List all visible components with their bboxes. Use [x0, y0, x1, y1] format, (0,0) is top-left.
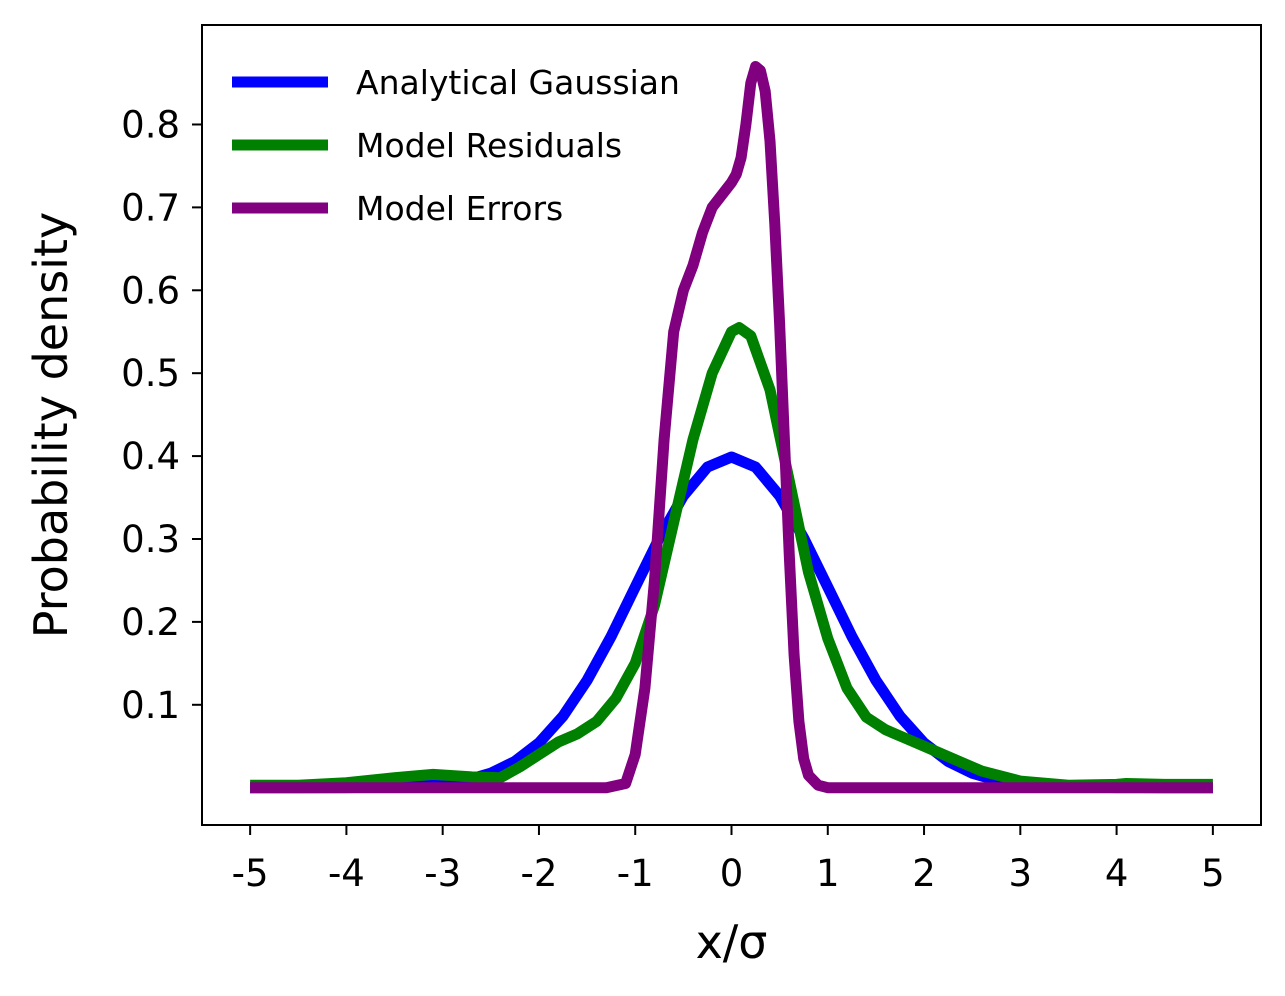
series-line-3: [250, 61, 1213, 794]
y-tick-label: 0.3: [121, 518, 180, 561]
legend: Analytical Gaussian Model Residuals Model …: [232, 63, 680, 228]
y-tick-label: 0.8: [121, 103, 180, 146]
x-tick-label: -3: [424, 852, 461, 895]
x-tick-label: 5: [1201, 852, 1225, 895]
series-layer: [250, 61, 1213, 794]
series-line-2: [250, 322, 1213, 791]
legend-label-1: Analytical Gaussian: [356, 63, 680, 102]
y-axis: 0.1 0.2 0.3 0.4 0.5 0.6 0.7 0.8: [121, 103, 202, 727]
x-tick-label: 1: [816, 852, 840, 895]
y-tick-label: 0.2: [121, 601, 180, 644]
x-tick-label: -5: [232, 852, 269, 895]
x-tick-label: 2: [912, 852, 936, 895]
x-tick-label: 0: [720, 852, 744, 895]
x-tick-label: 4: [1105, 852, 1129, 895]
x-tick-label: -4: [328, 852, 365, 895]
y-tick-label: 0.1: [121, 684, 180, 727]
x-tick-label: 3: [1009, 852, 1033, 895]
x-axis-title: x/σ: [696, 915, 768, 969]
x-tick-label: -1: [617, 852, 654, 895]
x-tick-label: -2: [521, 852, 558, 895]
y-tick-label: 0.7: [121, 186, 180, 229]
y-tick-label: 0.4: [121, 435, 180, 478]
legend-label-3: Model Errors: [356, 189, 563, 228]
x-axis: -5 -4 -3 -2 -1 0 1 2 3 4 5: [232, 825, 1225, 895]
legend-label-2: Model Residuals: [356, 126, 622, 165]
y-tick-label: 0.6: [121, 269, 180, 312]
y-axis-title: Probability density: [24, 212, 78, 638]
y-tick-label: 0.5: [121, 352, 180, 395]
